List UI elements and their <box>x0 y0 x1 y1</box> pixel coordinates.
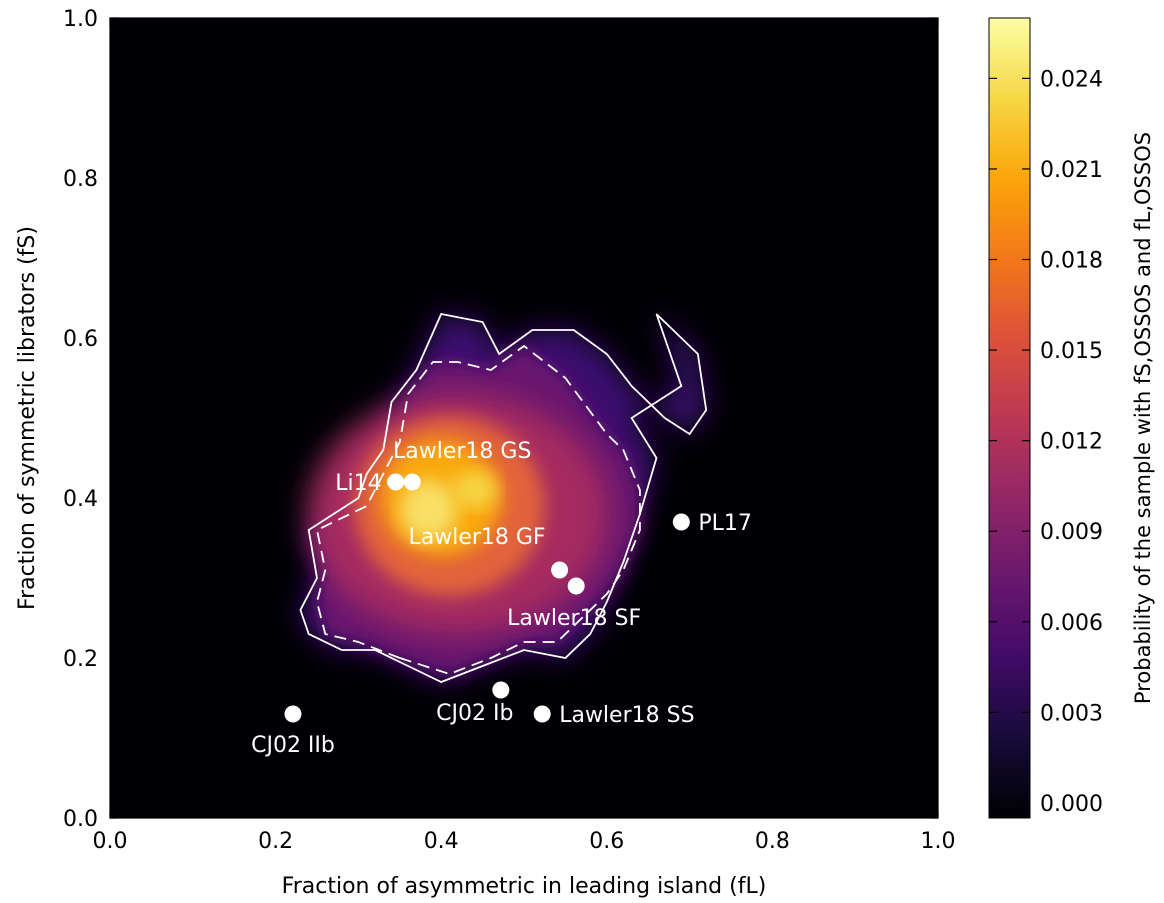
point-label: CJ02 IIb <box>251 733 335 758</box>
point-label: Lawler18 SF <box>507 606 641 631</box>
colorbar-tick-label: 0.018 <box>1040 249 1103 274</box>
y-tick-label: 0.2 <box>63 647 98 672</box>
annotated-points: Li14 Lawler18 GS PL17 Lawler18 GF Lawler18 S… <box>251 439 752 758</box>
point-marker <box>403 473 421 491</box>
colorbar-label: Probability of the sample with fS,OSSOS … <box>1131 132 1155 704</box>
y-axis-ticks: 0.0 0.2 0.4 0.6 0.8 1.0 <box>63 7 938 832</box>
point-label: CJ02 Ib <box>436 701 513 726</box>
point-label: Lawler18 GF <box>408 525 545 550</box>
density-peak-2 <box>452 472 497 508</box>
contour-dashed <box>315 344 641 675</box>
y-tick-label: 1.0 <box>63 7 98 32</box>
y-tick-label: 0.4 <box>63 487 98 512</box>
x-tick-label: 0.6 <box>589 829 624 854</box>
x-tick-label: 0.2 <box>258 829 293 854</box>
point-marker <box>492 681 510 699</box>
point-label: Lawler18 SS <box>559 703 694 728</box>
colorbar-tick-label: 0.003 <box>1040 701 1103 726</box>
point-marker <box>387 473 405 491</box>
x-axis-label: Fraction of asymmetric in leading island… <box>282 874 767 899</box>
point-marker <box>672 513 690 531</box>
y-axis-label: Fraction of symmetric librators (fS) <box>15 226 40 610</box>
colorbar-tick-label: 0.021 <box>1040 158 1103 183</box>
x-tick-label: 0.0 <box>93 829 128 854</box>
colorbar-tick-label: 0.000 <box>1040 792 1103 817</box>
heatmap-plot-area <box>110 18 938 818</box>
contour-solid <box>299 312 708 683</box>
y-tick-label: 0.6 <box>63 327 98 352</box>
point-label: Li14 <box>335 471 381 496</box>
point-label: PL17 <box>698 511 752 536</box>
point-marker <box>551 561 569 579</box>
plot-frame <box>109 17 939 819</box>
colorbar-tick-label: 0.015 <box>1040 339 1103 364</box>
point-label: Lawler18 GS <box>393 439 531 464</box>
colorbar <box>988 17 1031 819</box>
x-axis-ticks: 0.0 0.2 0.4 0.6 0.8 1.0 <box>93 18 956 854</box>
colorbar-tick-label: 0.009 <box>1040 520 1103 545</box>
point-marker <box>284 705 302 723</box>
point-marker <box>567 577 585 595</box>
contours <box>299 312 708 683</box>
y-tick-label: 0.0 <box>63 807 98 832</box>
colorbar-tick-label: 0.006 <box>1040 611 1103 636</box>
y-tick-label: 0.8 <box>63 167 98 192</box>
x-tick-label: 0.4 <box>424 829 459 854</box>
colorbar-tick-label: 0.012 <box>1040 430 1103 455</box>
x-tick-label: 1.0 <box>921 829 956 854</box>
point-marker <box>533 705 551 723</box>
x-tick-label: 0.8 <box>755 829 790 854</box>
colorbar-tick-label: 0.024 <box>1040 67 1103 92</box>
colorbar-ticks: 0.000 0.003 0.006 0.009 0.012 0.015 0.018 0.021… <box>989 67 1103 817</box>
density-peak <box>400 480 457 540</box>
